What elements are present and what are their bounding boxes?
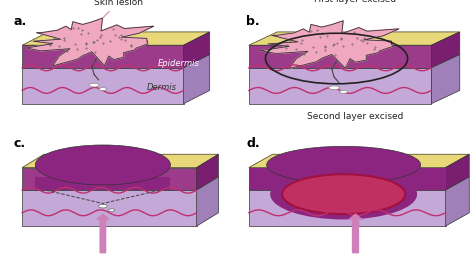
- Polygon shape: [249, 68, 431, 104]
- Text: a.: a.: [13, 15, 27, 28]
- Polygon shape: [249, 190, 446, 226]
- Ellipse shape: [35, 145, 171, 185]
- Ellipse shape: [270, 169, 417, 219]
- Polygon shape: [260, 21, 399, 69]
- Polygon shape: [183, 32, 210, 68]
- Polygon shape: [22, 190, 197, 226]
- Polygon shape: [446, 154, 469, 190]
- Polygon shape: [22, 45, 183, 68]
- Polygon shape: [446, 177, 469, 226]
- Text: c.: c.: [13, 137, 26, 150]
- Text: Second layer excised: Second layer excised: [307, 112, 404, 121]
- Polygon shape: [197, 177, 219, 226]
- Polygon shape: [249, 168, 446, 190]
- Ellipse shape: [266, 146, 420, 184]
- Text: b.: b.: [246, 15, 260, 28]
- Polygon shape: [249, 154, 469, 168]
- Ellipse shape: [99, 204, 107, 208]
- Text: Epidermis: Epidermis: [157, 59, 199, 68]
- Polygon shape: [249, 32, 460, 45]
- FancyArrow shape: [349, 214, 362, 253]
- Ellipse shape: [99, 88, 107, 90]
- Polygon shape: [22, 168, 197, 190]
- Ellipse shape: [329, 86, 339, 90]
- Polygon shape: [22, 32, 210, 45]
- Polygon shape: [22, 154, 219, 168]
- Text: d.: d.: [246, 137, 260, 150]
- Polygon shape: [249, 168, 446, 190]
- Polygon shape: [431, 55, 460, 104]
- Text: Skin lesion: Skin lesion: [94, 0, 143, 26]
- Polygon shape: [35, 177, 171, 190]
- FancyArrow shape: [97, 214, 109, 253]
- Ellipse shape: [339, 90, 348, 93]
- Polygon shape: [183, 55, 210, 104]
- Polygon shape: [197, 154, 219, 190]
- Polygon shape: [26, 18, 154, 66]
- Ellipse shape: [282, 174, 405, 214]
- Polygon shape: [22, 68, 183, 104]
- Polygon shape: [431, 32, 460, 68]
- Ellipse shape: [108, 209, 115, 211]
- Text: First layer excised: First layer excised: [314, 0, 397, 4]
- Text: Dermis: Dermis: [146, 83, 176, 92]
- Polygon shape: [249, 45, 431, 68]
- Ellipse shape: [89, 83, 99, 87]
